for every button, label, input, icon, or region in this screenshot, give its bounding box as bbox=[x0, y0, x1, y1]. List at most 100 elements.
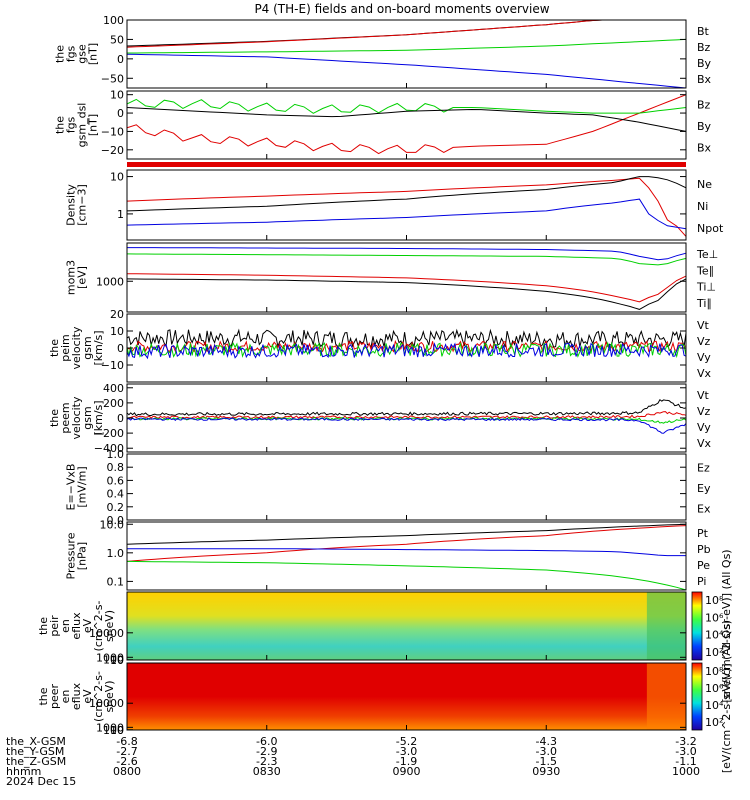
y-tick-label: 200 bbox=[103, 397, 124, 410]
series-By-line bbox=[127, 38, 687, 54]
y-tick-label: 0.0 bbox=[107, 514, 125, 527]
y-tick-label: −20 bbox=[101, 144, 124, 157]
orbit-value: 0930 bbox=[532, 765, 560, 778]
orbit-value: -2.3 bbox=[256, 755, 277, 768]
panel-frame bbox=[126, 90, 687, 160]
y-tick-label: 0.4 bbox=[107, 488, 125, 501]
legend-Te: Te∥ bbox=[696, 264, 714, 277]
series-Vx-line bbox=[126, 342, 687, 360]
orbit-value: -2.9 bbox=[256, 745, 277, 758]
y-tick-label: 0 bbox=[117, 107, 124, 120]
legend-Ni: Ni bbox=[697, 200, 708, 213]
colorbar-tick-label: 10² bbox=[705, 646, 723, 659]
orbit-value: -6.0 bbox=[256, 735, 277, 748]
legend-Ti: Ti⊥ bbox=[696, 281, 716, 294]
colorbar-s1 bbox=[691, 591, 703, 661]
colorbar-label: [eV/(cm^2-s-sr-eV)] (All Qs) bbox=[720, 620, 733, 773]
legend-By: By bbox=[697, 120, 712, 133]
panels: 100500−50thefgsgse[nT]BtBzByBx100−10−20t… bbox=[37, 14, 733, 773]
y-tick-label: −400 bbox=[94, 442, 124, 455]
series-Ti-line bbox=[127, 247, 687, 261]
series-Vy-line bbox=[126, 416, 687, 424]
orbit-label: hhmm bbox=[6, 765, 41, 778]
orbit-label: the_X-GSM bbox=[6, 735, 66, 748]
legend-Vx: Vx bbox=[697, 367, 712, 380]
y-tick-label: 1000 bbox=[96, 275, 124, 288]
colorbar-tick-label: 10⁴ bbox=[705, 629, 724, 642]
legend-Pe: Pe bbox=[697, 559, 710, 572]
y-axis-label: Density[cm−3] bbox=[65, 184, 89, 226]
y-axis-label: Pressure[nPa] bbox=[65, 532, 89, 579]
colorbar-label: [eV/(cm^2-s-sr-eV)] (All Qs) bbox=[720, 549, 733, 702]
series-Pt-line bbox=[126, 523, 687, 545]
legend-Ey: Ey bbox=[697, 482, 711, 495]
y-axis-label: thefgsgsm_dsl[nT] bbox=[54, 103, 100, 148]
y-tick-label: 1000 bbox=[96, 651, 124, 664]
orbit-value: 0900 bbox=[393, 765, 421, 778]
spectrogram-edge-s2 bbox=[646, 663, 686, 730]
y-tick-label: 1.0 bbox=[107, 547, 125, 560]
separator-bar bbox=[127, 162, 686, 167]
panel-p6: 400 200 0 −200 −400 thepeemvelocitygsm[km/s] V… bbox=[48, 382, 712, 455]
y-tick-label: 50 bbox=[110, 33, 124, 46]
orbit-value: -4.3 bbox=[536, 735, 557, 748]
y-tick-label: 1.0 bbox=[107, 448, 125, 461]
spectrogram-s1 bbox=[127, 592, 686, 660]
orbit-value: -2.6 bbox=[116, 755, 137, 768]
orbit-value: -2.7 bbox=[116, 745, 137, 758]
legend-Ex: Ex bbox=[697, 503, 711, 516]
panel-p4: 1000 mom3[eV] Te⊥ Te∥ Ti⊥ Ti∥ bbox=[65, 242, 718, 313]
legend-Bz: Bz bbox=[697, 41, 711, 54]
y-axis-label: thepeimvelocitygsm[km/s] bbox=[48, 326, 105, 369]
panel-p7: 1.00.80.60.40.20.0 E=−VxB[mV/m] Ez Ey Ex bbox=[65, 448, 711, 527]
y-tick-label: 10000 bbox=[89, 697, 124, 710]
figure-title: P4 (TH-E) fields and on-board moments ov… bbox=[254, 2, 549, 16]
y-axis-label: mom3[eV] bbox=[65, 260, 89, 295]
series-Pe-line bbox=[126, 560, 687, 591]
panel-p8: 10.0 1.0 0.1 Pressure[nPa] Pt Pb Pe Pi bbox=[65, 518, 711, 591]
series-Vx-line bbox=[126, 417, 687, 434]
legend-Te: Te⊥ bbox=[696, 248, 718, 261]
orbit-value: -5.2 bbox=[396, 735, 417, 748]
colorbar-tick-label: 10⁶ bbox=[705, 611, 724, 624]
y-axis-label: thepeemvelocitygsm[km/s] bbox=[48, 396, 105, 439]
series-Ti-line bbox=[126, 253, 687, 266]
spectrogram-edge-s1 bbox=[646, 592, 686, 660]
y-tick-label: 0 bbox=[117, 412, 124, 425]
y-axis-label: thepeerenefluxeV(cm^2-s-sr-eV) bbox=[37, 671, 116, 722]
panel-p3: 10 1 Density[cm−3] Ne Ni Npot bbox=[65, 169, 724, 241]
legend-Vt: Vt bbox=[697, 319, 710, 332]
panel-s2: 10⁸ 10⁶ 10⁴ 10²[eV/(cm^2-s-sr-eV)] (All Qs)… bbox=[37, 620, 733, 773]
series-Ne-line bbox=[126, 177, 687, 237]
y-tick-label: 1 bbox=[117, 208, 124, 221]
series-Pi-line bbox=[127, 548, 686, 557]
colorbar-tick-label: 10² bbox=[705, 716, 723, 729]
legend-Bt: Bt bbox=[697, 25, 710, 38]
y-tick-label: 10.0 bbox=[100, 518, 125, 531]
y-tick-label: 0.2 bbox=[107, 501, 125, 514]
y-axis-label: thepeirenefluxeV(cm^2-s-sr-eV) bbox=[37, 601, 116, 652]
colorbar-tick-label: 10⁴ bbox=[705, 699, 724, 712]
y-tick-label: 0.6 bbox=[107, 474, 125, 487]
legend-Ne: Ne bbox=[697, 178, 712, 191]
y-tick-label: 0.8 bbox=[107, 461, 125, 474]
y-tick-label: 10000 bbox=[89, 627, 124, 640]
legend-Ez: Ez bbox=[697, 461, 710, 474]
series-Te-line bbox=[126, 278, 687, 310]
y-tick-label: −50 bbox=[101, 72, 124, 85]
legend-Vy: Vy bbox=[697, 421, 711, 434]
y-tick-label: −200 bbox=[94, 427, 124, 440]
y-tick-label: 100 bbox=[103, 724, 124, 737]
y-axis-label: E=−VxB[mV/m] bbox=[65, 464, 89, 511]
panel-s1: 10⁸ 10⁶ 10⁴ 10²[eV/(cm^2-s-sr-eV)] (All Qs)… bbox=[37, 549, 733, 702]
legend-Vz: Vz bbox=[697, 405, 711, 418]
y-tick-label: 20 bbox=[110, 308, 124, 321]
legend-Pb: Pb bbox=[697, 543, 711, 556]
orbit-value: -3.0 bbox=[675, 745, 696, 758]
series-Ni-line bbox=[126, 176, 687, 212]
series-Bz-line bbox=[126, 94, 687, 155]
orbit-label: 2024 Dec 15 bbox=[6, 775, 76, 788]
